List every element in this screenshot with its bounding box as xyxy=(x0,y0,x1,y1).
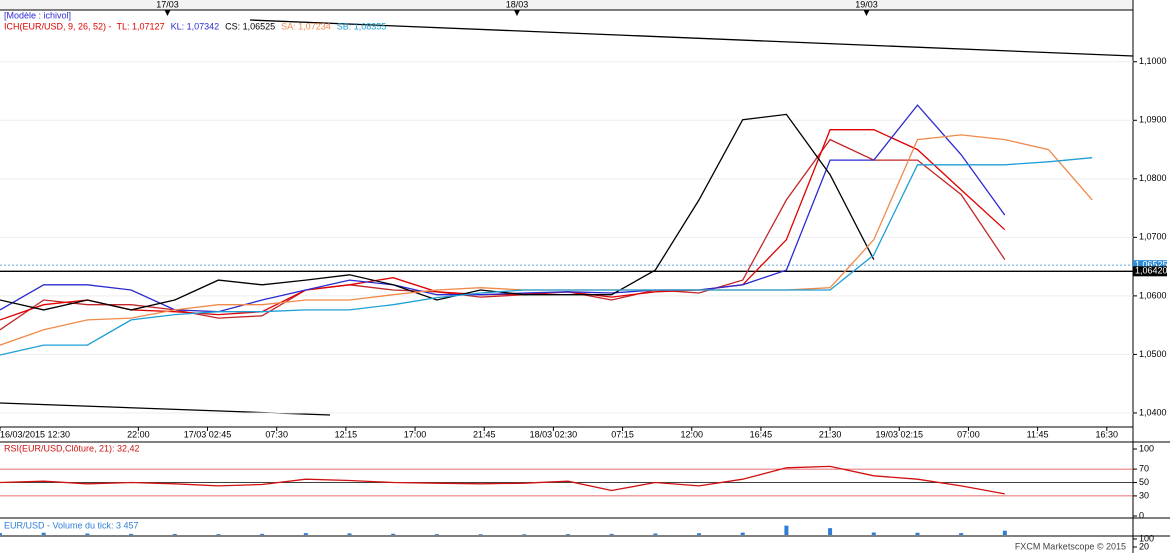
top-marker xyxy=(863,10,870,16)
volume-bar xyxy=(915,532,920,535)
volume-bar xyxy=(172,534,177,535)
y-tick-label: 0 xyxy=(1139,510,1144,520)
indicator-label: ICH(EUR/USD, 9, 26, 52) - xyxy=(4,21,112,31)
volume-bar xyxy=(260,533,265,535)
x-tick-label: 19/03 02:15 xyxy=(875,429,923,439)
y-tick-label: 50 xyxy=(1139,477,1149,487)
y-tick-label: 1,0400 xyxy=(1139,407,1167,417)
y-tick-label: 20 xyxy=(1139,541,1149,551)
series-line xyxy=(0,104,1006,313)
series-line xyxy=(0,138,1006,331)
price-tag xyxy=(1133,260,1167,271)
x-tick-label: 07:00 xyxy=(957,429,980,439)
volume-bar xyxy=(565,534,570,535)
x-tick-label: 22:00 xyxy=(127,429,150,439)
volume-bar xyxy=(1002,530,1007,535)
volume-bar xyxy=(434,534,439,535)
x-tick-label: 16:30 xyxy=(1096,429,1119,439)
x-tick-label: 17/03 02:45 xyxy=(184,429,232,439)
y-tick-label: 1,1000 xyxy=(1139,56,1167,66)
trend-line xyxy=(249,19,1134,57)
model-label: [Modèle : ichivol] xyxy=(4,10,71,20)
volume-bar xyxy=(609,533,614,535)
y-tick-label: 1,0600 xyxy=(1139,290,1167,300)
volume-bar xyxy=(0,533,2,535)
x-tick-label: 17:00 xyxy=(404,429,427,439)
volume-title: EUR/USD - Volume du tick: 3 457 xyxy=(4,520,139,530)
top-marker xyxy=(513,10,520,16)
x-tick-label: 07:30 xyxy=(265,429,288,439)
top-marker-label: 19/03 xyxy=(855,0,878,9)
legend-entry: CS: 1,06525 xyxy=(225,21,275,31)
footer: FXCM Marketscope © 2015 xyxy=(1015,541,1126,551)
top-axis xyxy=(0,0,1133,10)
series-line xyxy=(0,157,1093,356)
top-marker-label: 18/03 xyxy=(506,0,529,9)
top-marker-label: 17/03 xyxy=(156,0,179,9)
price-tag-label: 1,06420 xyxy=(1135,266,1168,276)
volume-bar xyxy=(653,533,658,535)
price-tag-label: 1,06525 xyxy=(1135,260,1168,270)
volume-bar xyxy=(216,534,221,535)
y-tick-label: 1,0700 xyxy=(1139,232,1167,242)
legend-entry: SA: 1,07234 xyxy=(281,21,331,31)
legend-entry: TL: 1,07127 xyxy=(117,21,165,31)
volume-bar xyxy=(522,534,527,535)
volume-bar xyxy=(347,533,352,535)
series-line xyxy=(0,465,1005,495)
volume-bar xyxy=(303,533,308,535)
legend-entry: SB: 1,08355 xyxy=(337,21,387,31)
volume-bar xyxy=(478,534,483,535)
y-tick-label: 100 xyxy=(1139,443,1154,453)
price-tag xyxy=(1133,266,1167,277)
volume-bar xyxy=(391,533,396,535)
panel-title: RSI(EUR/USD,Clôture, 21): 32,42 xyxy=(4,443,140,453)
x-tick-label: 12:00 xyxy=(680,429,703,439)
y-tick-label: 1,0900 xyxy=(1139,115,1167,125)
volume-bar xyxy=(828,528,833,535)
x-tick-label: 16:45 xyxy=(750,429,773,439)
series-line xyxy=(0,113,875,311)
volume-bar xyxy=(85,533,90,535)
y-tick-label: 100 xyxy=(1139,533,1154,543)
volume-bar xyxy=(697,533,702,535)
x-tick-label: 12:15 xyxy=(335,429,358,439)
volume-bar xyxy=(740,532,745,535)
x-tick-label: 07:15 xyxy=(611,429,634,439)
volume-bar xyxy=(784,525,789,535)
x-tick-label: 16/03/2015 12:30 xyxy=(0,429,70,439)
x-tick-label: 11:45 xyxy=(1027,429,1049,439)
y-tick-label: 1,0500 xyxy=(1139,349,1167,359)
y-tick-label: 1,0800 xyxy=(1139,173,1167,183)
y-tick-label: 70 xyxy=(1139,463,1149,473)
x-tick-label: 18/03 02:30 xyxy=(530,429,578,439)
y-tick-label: 30 xyxy=(1139,490,1149,500)
volume-bar xyxy=(129,533,134,535)
volume-bar xyxy=(959,533,964,535)
volume-bar xyxy=(871,532,876,535)
volume-bar xyxy=(41,532,46,535)
x-tick-label: 21:45 xyxy=(473,429,496,439)
top-marker xyxy=(164,10,171,16)
x-tick-label: 21:30 xyxy=(819,429,842,439)
legend-entry: KL: 1,07342 xyxy=(171,21,220,31)
